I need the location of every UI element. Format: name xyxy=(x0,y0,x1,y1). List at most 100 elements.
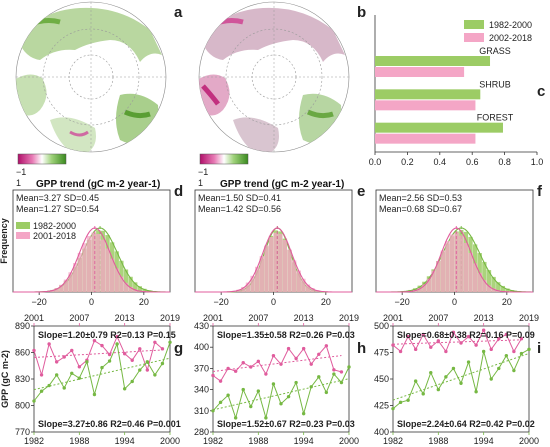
chart-i-y-tick-label: 400 xyxy=(374,427,389,437)
chart-c-bar-shrub-1 xyxy=(375,100,476,111)
chart-d-hist-bar-1 xyxy=(128,286,133,292)
chart-e-hist-bar-1 xyxy=(301,278,306,292)
chart-g-series-point-1 xyxy=(62,386,66,390)
chart-e-hist-bar-1 xyxy=(264,245,269,292)
chart-g-top-stats: Slope=1.20±0.79 R2=0.13 P=0.15 xyxy=(38,330,176,340)
chart-i-series-point-0 xyxy=(466,334,471,339)
chart-h-series-point-0 xyxy=(332,368,336,372)
chart-i-top-tick-label: 2007 xyxy=(428,313,448,323)
chart-e-hist-bar-1 xyxy=(296,270,301,292)
chart-i-series-point-1 xyxy=(406,398,410,402)
chart-g-series-point-0 xyxy=(100,343,104,348)
panel-label-d: d xyxy=(174,183,183,200)
chart-e-hist-bar-1 xyxy=(273,232,278,292)
chart-f-hist-bar-0 xyxy=(482,261,487,292)
chart-d-x-tick-label: 20 xyxy=(139,297,149,307)
chart-g-timeseries: 770 800 830 860 890 GPP (gC m-2) 2001 2007 2013 2… xyxy=(0,313,181,446)
chart-e-hist-bar-1 xyxy=(278,233,283,292)
chart-i-series-point-0 xyxy=(444,349,448,354)
chart-h-bottom-tick-label: 2000 xyxy=(339,436,359,446)
chart-d-hist-bar-1 xyxy=(96,233,101,292)
chart-g-series-point-1 xyxy=(153,373,157,377)
chart-f-x-tick-label: −20 xyxy=(395,297,410,307)
chart-d-hist-bar-1 xyxy=(123,282,129,292)
chart-i-series-point-1 xyxy=(421,392,425,396)
chart-h-top-tick-label: 2013 xyxy=(294,313,314,323)
chart-f-hist-bar-0 xyxy=(496,282,501,292)
chart-e-hist-bar-1 xyxy=(291,260,297,292)
chart-h-series-point-1 xyxy=(218,400,223,405)
chart-h-top-tick-label: 2019 xyxy=(339,313,359,323)
chart-i-series-point-0 xyxy=(406,334,410,339)
chart-i-series-point-0 xyxy=(474,343,478,347)
chart-d-hist-bar-1 xyxy=(59,284,64,292)
chart-g-series-point-0 xyxy=(77,365,82,369)
chart-c-category-forest: FOREST xyxy=(477,113,514,123)
chart-g-y-tick-label: 770 xyxy=(15,427,30,437)
chart-f-hist-bar-1 xyxy=(440,250,445,292)
chart-c-bar-grass-1 xyxy=(375,67,465,77)
chart-h-y-tick-label: 400 xyxy=(194,342,209,352)
chart-i-series-point-1 xyxy=(429,370,433,375)
chart-h-series-point-1 xyxy=(279,402,283,406)
chart-h-series-point-0 xyxy=(301,346,306,351)
chart-c-legend-swatch-1 xyxy=(464,33,484,42)
chart-h-series-point-0 xyxy=(324,344,329,348)
chart-h-series-point-0 xyxy=(271,353,276,358)
chart-e-hist-bar-1 xyxy=(310,288,315,292)
chart-g-series-point-0 xyxy=(54,360,59,364)
chart-g-trend-line-1 xyxy=(33,357,171,391)
chart-h-bottom-stats: Slope=1.52±0.67 R2=0.23 P=0.03 xyxy=(217,419,355,429)
chart-h-series-point-0 xyxy=(249,365,253,369)
chart-e-hist-bar-1 xyxy=(305,284,311,292)
chart-f-hist-bar-1 xyxy=(468,252,473,292)
chart-g-top-tick-label: 2013 xyxy=(115,313,135,323)
chart-h-bottom-tick-label: 1988 xyxy=(248,436,268,446)
chart-g-frame xyxy=(33,325,171,433)
chart-d-hist-bar-1 xyxy=(82,243,87,292)
panel-label-i: i xyxy=(537,340,541,357)
chart-f-hist-bar-0 xyxy=(500,285,505,292)
chart-g-series-line-0 xyxy=(33,335,163,377)
chart-d-hist-bar-1 xyxy=(54,288,59,292)
chart-f-hist-bar-1 xyxy=(472,263,478,292)
chart-h-series-point-0 xyxy=(264,372,268,376)
chart-c-bar-forest-0 xyxy=(375,122,503,133)
chart-f-density-curve-1 xyxy=(376,227,533,293)
chart-i-series-point-1 xyxy=(474,390,478,394)
chart-i-series-point-0 xyxy=(519,337,524,341)
chart-g-series-point-1 xyxy=(168,340,172,345)
chart-d-hist-bar-1 xyxy=(119,276,124,292)
chart-f-stats-0: Mean=2.56 SD=0.53 xyxy=(379,193,462,203)
chart-g-series-point-0 xyxy=(160,347,165,351)
chart-c-legend-swatch-0 xyxy=(464,20,484,29)
chart-f-hist-bar-1 xyxy=(436,261,441,292)
chart-c-x-tick-label: 1.0 xyxy=(531,157,544,167)
chart-d-hist-bar-1 xyxy=(91,232,96,292)
map-b-title: GPP trend (gC m-2 year-1) xyxy=(220,179,344,190)
chart-d-hist-bar-0 xyxy=(123,269,129,292)
chart-c-x-tick-label: 0.4 xyxy=(434,157,447,167)
chart-g-bottom-tick-label: 1982 xyxy=(24,436,44,446)
colorbar-a-max: 1 xyxy=(16,178,21,188)
chart-c-x-tick-label: 0.0 xyxy=(369,157,382,167)
chart-h-top-tick-label: 2007 xyxy=(248,313,268,323)
chart-h-series-point-1 xyxy=(233,416,238,420)
map-a-title: GPP trend (gC m-2 year-1) xyxy=(36,179,160,190)
chart-d-hist-bar-0 xyxy=(128,276,133,292)
chart-g-series-point-1 xyxy=(107,359,112,363)
chart-h-series-point-1 xyxy=(271,382,276,386)
chart-h-y-tick-label: 430 xyxy=(194,321,209,331)
chart-f-hist-bar-1 xyxy=(486,285,492,292)
chart-i-series-point-1 xyxy=(497,366,501,371)
chart-h-series-point-1 xyxy=(339,380,344,385)
chart-h-series-point-0 xyxy=(256,359,261,364)
chart-f-hist-bar-0 xyxy=(505,288,510,292)
colorbar-b-min: −1 xyxy=(198,167,208,177)
chart-h-series-point-0 xyxy=(211,373,215,378)
chart-c-x-tick-label: 0.8 xyxy=(498,157,511,167)
chart-e-hist-bar-1 xyxy=(259,256,264,292)
chart-h-series-point-1 xyxy=(332,372,336,376)
chart-h-series-point-1 xyxy=(317,375,321,379)
